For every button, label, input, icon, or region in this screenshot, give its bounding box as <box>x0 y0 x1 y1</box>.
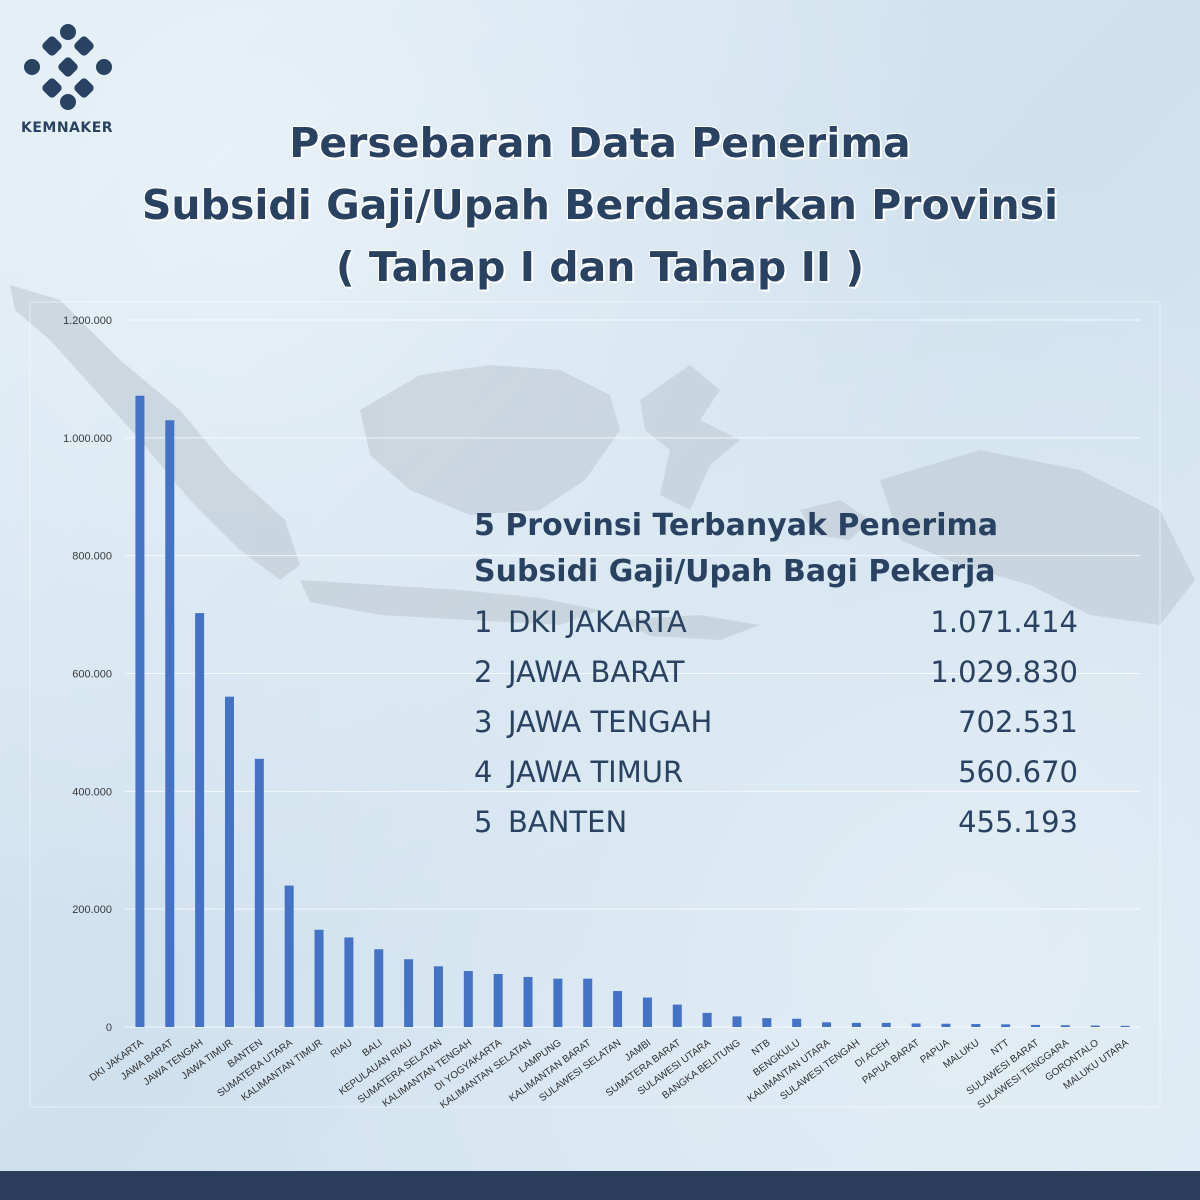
bar <box>224 696 234 1027</box>
bar <box>1060 1025 1070 1027</box>
rank-province: DKI JAKARTA <box>508 605 687 639</box>
bar <box>1031 1024 1041 1027</box>
top-five-callout: 5 Provinsi Terbanyak Penerima Subsidi Ga… <box>474 503 1114 855</box>
x-tick-label: NTT <box>989 1038 1011 1058</box>
map-island <box>300 580 600 625</box>
rank-row: 4 JAWA TIMUR 560.670 <box>474 755 1114 805</box>
bar <box>344 937 354 1027</box>
y-tick-label: 1.000.000 <box>63 433 112 445</box>
bar <box>613 991 623 1027</box>
title-line-2: Subsidi Gaji/Upah Berdasarkan Provinsi <box>141 181 1059 229</box>
rank-value: 455.193 <box>958 805 1078 839</box>
y-tick-label: 0 <box>106 1022 112 1034</box>
bar <box>1120 1025 1130 1027</box>
bar <box>583 978 593 1027</box>
y-tick-label: 1.200.000 <box>63 315 112 327</box>
x-tick-label: NTB <box>750 1037 773 1058</box>
rank-number: 1 <box>474 605 493 639</box>
rank-value: 1.071.414 <box>930 605 1078 639</box>
rank-province: JAWA TIMUR <box>508 755 684 789</box>
bar <box>553 978 563 1027</box>
rank-number: 5 <box>474 805 493 839</box>
title-line-3: ( Tahap I dan Tahap II ) <box>335 243 865 291</box>
rank-list: 1 DKI JAKARTA 1.071.414 2 JAWA BARAT 1.0… <box>474 605 1114 855</box>
y-tick-label: 400.000 <box>72 786 112 798</box>
title-line-1: Persebaran Data Penerima <box>289 119 911 167</box>
page-title: Persebaran Data Penerima Subsidi Gaji/Up… <box>0 112 1200 298</box>
bar <box>1090 1025 1100 1027</box>
bar <box>493 973 503 1027</box>
callout-title-line-1: 5 Provinsi Terbanyak Penerima <box>474 508 999 543</box>
bar <box>284 885 294 1027</box>
map-island <box>800 500 870 540</box>
chart-frame <box>29 301 1161 1108</box>
rank-value: 1.029.830 <box>930 655 1078 689</box>
bar <box>792 1018 802 1027</box>
bar <box>374 949 384 1027</box>
rank-province: JAWA BARAT <box>508 655 685 689</box>
bar <box>851 1022 861 1027</box>
rank-number: 4 <box>474 755 493 789</box>
bar <box>254 758 264 1027</box>
bar <box>762 1018 772 1027</box>
bar <box>971 1024 981 1027</box>
map-island <box>620 615 760 640</box>
rank-row: 3 JAWA TENGAH 702.531 <box>474 705 1114 755</box>
bar <box>732 1016 742 1027</box>
bar <box>433 966 443 1027</box>
bar <box>314 929 324 1027</box>
map-island <box>880 450 1195 625</box>
brand-name: KEMNAKER <box>21 120 114 136</box>
rank-number: 2 <box>474 655 493 689</box>
rank-province: JAWA TENGAH <box>508 705 713 739</box>
bar <box>911 1023 921 1027</box>
bar <box>135 395 145 1028</box>
bar <box>1001 1024 1011 1027</box>
bar <box>404 959 414 1027</box>
rank-number: 3 <box>474 705 493 739</box>
bar-chart: 0 200.000 400.000 600.000 800.000 1.000.000 1.… <box>29 301 1161 1111</box>
rank-value: 702.531 <box>958 705 1078 739</box>
rank-province: BANTEN <box>508 805 628 839</box>
bar <box>523 976 533 1027</box>
rank-value: 560.670 <box>958 755 1078 789</box>
map-island <box>360 365 620 515</box>
y-tick-label: 200.000 <box>72 904 112 916</box>
callout-title-line-2: Subsidi Gaji/Upah Bagi Pekerja <box>474 554 996 589</box>
rank-row: 1 DKI JAKARTA 1.071.414 <box>474 605 1114 655</box>
map-island <box>10 285 300 580</box>
bar <box>195 613 205 1027</box>
bar <box>672 1004 682 1027</box>
bar <box>881 1022 891 1027</box>
kemnaker-logo-icon <box>24 24 112 110</box>
x-tick-label: RIAU <box>329 1038 355 1061</box>
footer-bar <box>0 1171 1200 1200</box>
y-tick-label: 800.000 <box>72 551 112 563</box>
bar <box>822 1022 832 1027</box>
bar <box>165 420 175 1027</box>
bar <box>642 997 652 1027</box>
rank-row: 5 BANTEN 455.193 <box>474 805 1114 855</box>
rank-row: 2 JAWA BARAT 1.029.830 <box>474 655 1114 705</box>
bar <box>463 971 473 1027</box>
indonesia-map-background <box>10 285 1195 640</box>
bar <box>941 1023 951 1027</box>
bar <box>702 1012 712 1027</box>
y-tick-label: 600.000 <box>72 669 112 681</box>
